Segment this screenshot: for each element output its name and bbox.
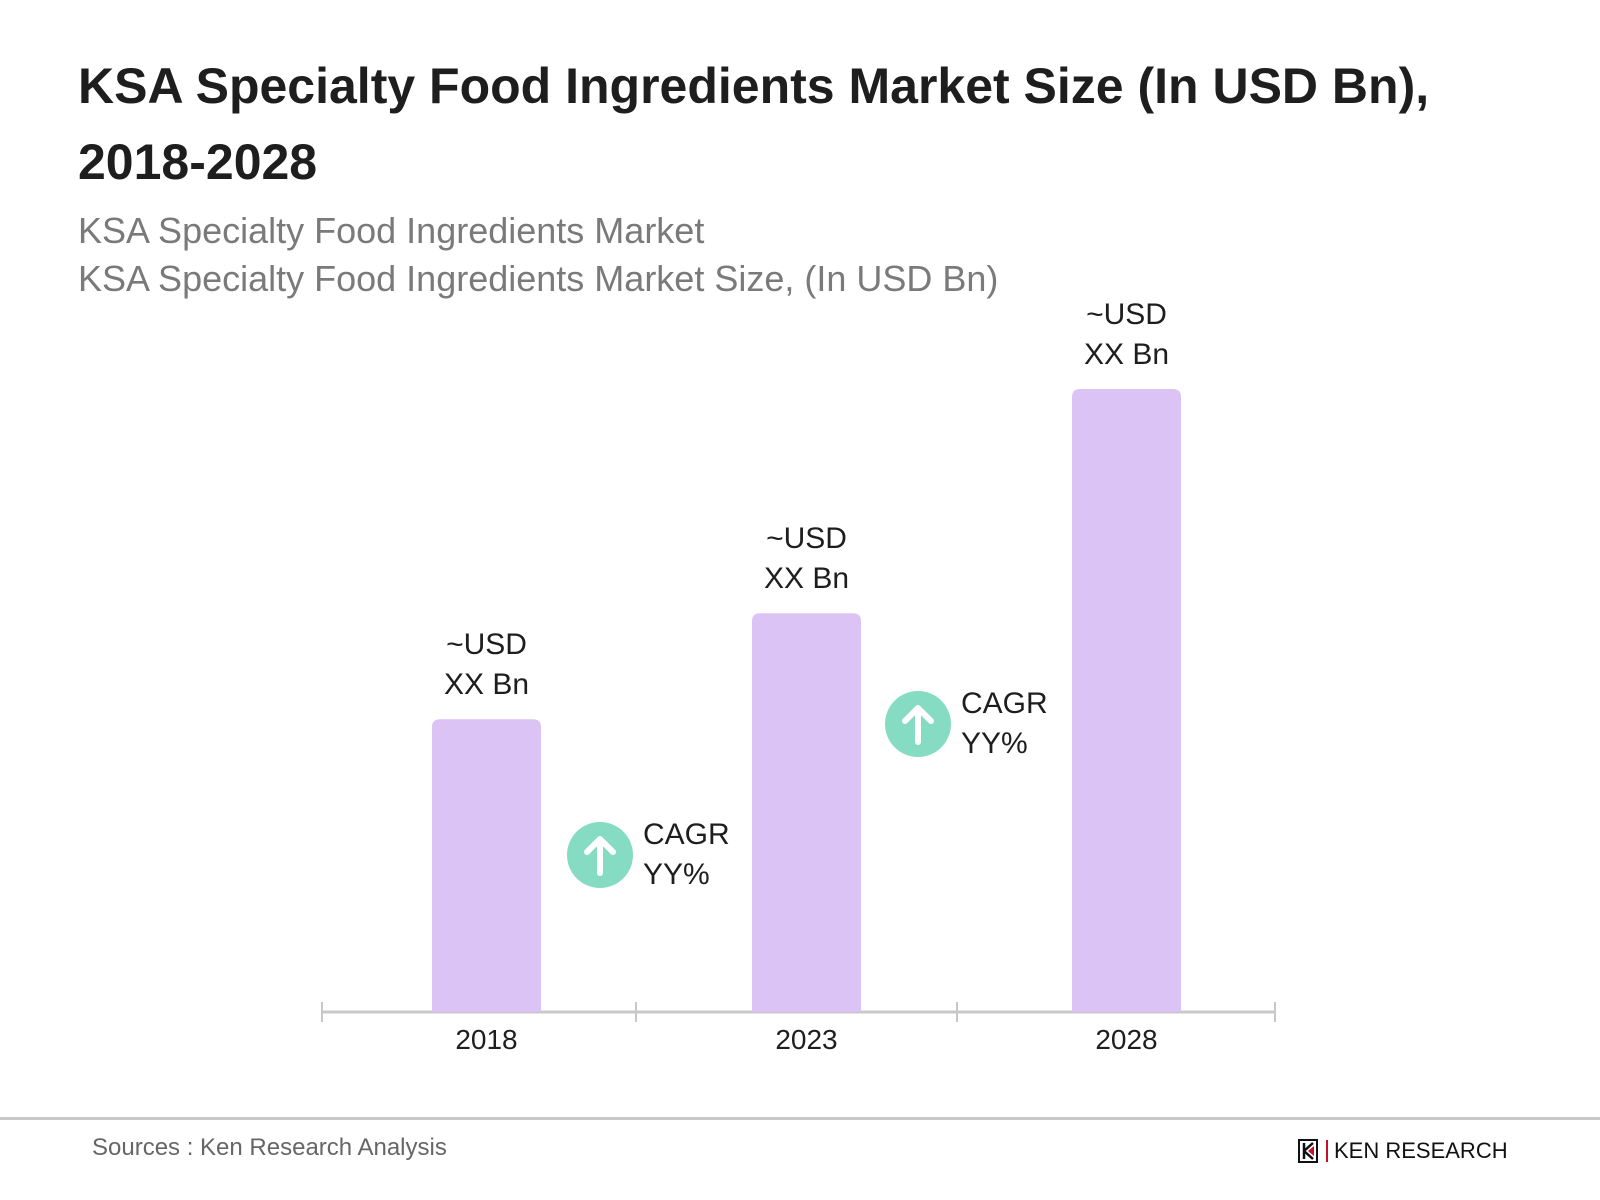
- chart-subtitle-1: KSA Specialty Food Ingredients Market: [78, 210, 705, 251]
- x-tick-label: 2018: [455, 1024, 518, 1055]
- logo-divider: [1326, 1140, 1328, 1162]
- footer-divider: [0, 1117, 1600, 1120]
- cagr-annotation: CAGR YY%: [643, 815, 730, 895]
- arrow-up-icon: [902, 705, 934, 745]
- chart-title: KSA Specialty Food Ingredients Market Si…: [78, 58, 1430, 190]
- data-label-line: ~USD: [766, 522, 847, 556]
- logo-k-icon: [1298, 1139, 1318, 1163]
- data-label-line: ~USD: [446, 628, 527, 662]
- data-label-line: XX Bn: [443, 668, 530, 702]
- x-tick-label: 2023: [775, 1024, 838, 1055]
- source-note: Sources : Ken Research Analysis: [92, 1134, 447, 1161]
- bar-2018: [432, 719, 541, 1012]
- cagr-label: CAGR: [643, 818, 730, 851]
- cagr-label: CAGR: [961, 687, 1048, 720]
- data-label-line: XX Bn: [763, 562, 850, 596]
- logo-text: KEN RESEARCH: [1334, 1138, 1508, 1163]
- chart-subtitle-2: KSA Specialty Food Ingredients Market Si…: [78, 258, 999, 299]
- data-label-line: ~USD: [1086, 298, 1167, 331]
- data-label: ~USD XX Bn: [387, 625, 587, 705]
- x-tick-label: 2028: [1095, 1024, 1158, 1055]
- data-label: ~USD XX Bn: [707, 519, 907, 599]
- cagr-value: YY%: [961, 727, 1028, 760]
- data-label: ~USD XX Bn: [1027, 295, 1227, 375]
- cagr-value: YY%: [643, 858, 710, 891]
- bar-2028: [1072, 389, 1181, 1012]
- bar-2023: [752, 613, 861, 1012]
- ken-research-logo: KEN RESEARCH: [1298, 1138, 1508, 1164]
- cagr-annotation: CAGR YY%: [961, 684, 1048, 764]
- data-label-line: XX Bn: [1083, 338, 1170, 371]
- arrow-up-icon: [584, 836, 616, 876]
